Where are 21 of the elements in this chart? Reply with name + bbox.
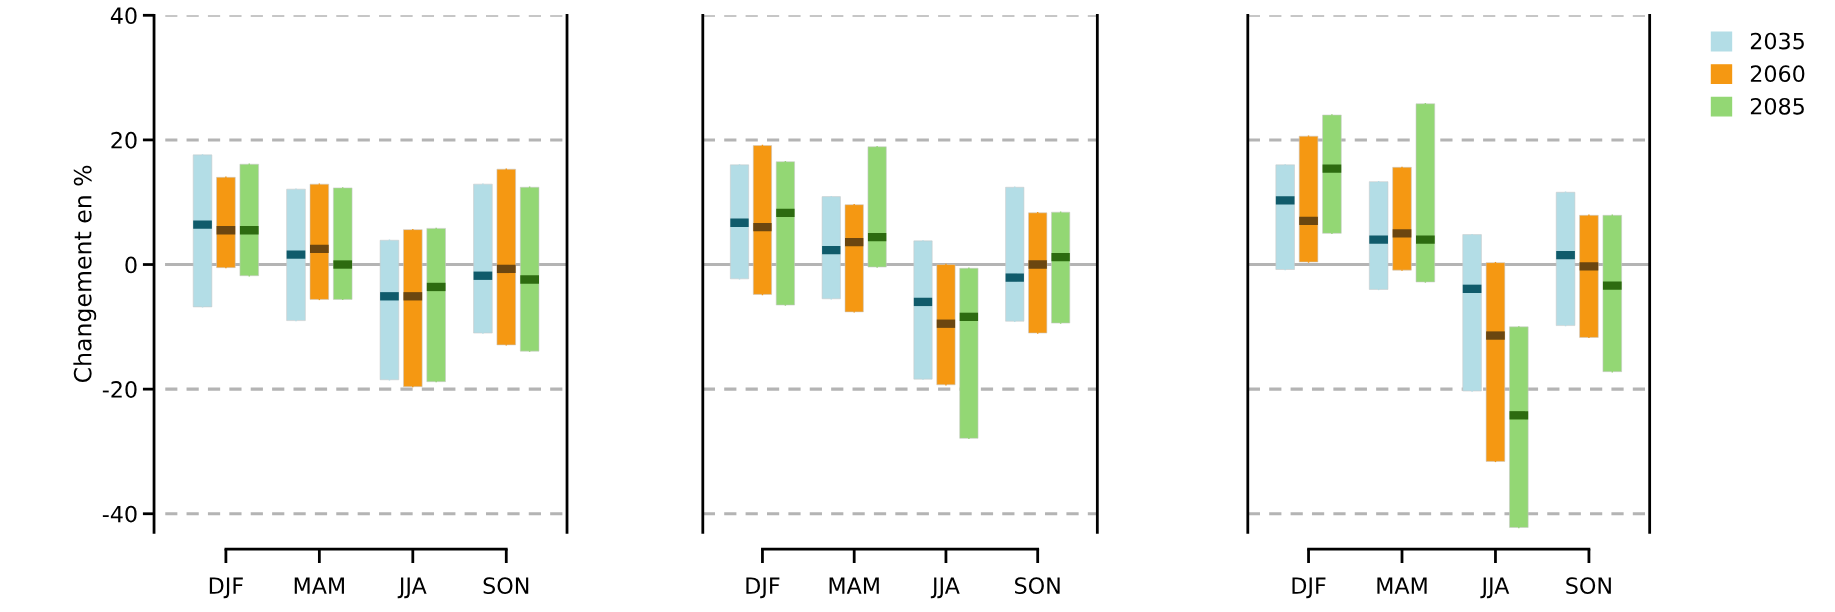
y-tick-label: -40 [102, 505, 137, 523]
legend-label: 2085 [1750, 97, 1804, 115]
y-tick-label: -20 [102, 381, 137, 398]
x-tick-label: DJF [209, 577, 243, 599]
legend-label: 2060 [1750, 65, 1805, 83]
y-tick-label: 20 [111, 131, 137, 149]
legend-label: 2035 [1750, 32, 1804, 50]
x-tick-label: SON [1566, 577, 1611, 595]
x-tick-label: SON [483, 577, 529, 595]
x-tick-label: JJA [1480, 577, 1510, 599]
x-tick-label: MAM [829, 577, 879, 594]
y-tick-label: 40 [110, 7, 137, 25]
y-tick-label: 0 [125, 256, 137, 274]
x-tick-label: DJF [746, 577, 780, 599]
x-tick-label: SON [1015, 577, 1060, 595]
x-tick-label: JJA [930, 577, 960, 599]
x-tick-label: MAM [1377, 577, 1427, 594]
x-tick-label: JJA [397, 577, 427, 599]
x-tick-label: MAM [294, 577, 344, 594]
y-axis-title: Changement en % [73, 165, 97, 383]
x-tick-label: DJF [1292, 577, 1326, 599]
